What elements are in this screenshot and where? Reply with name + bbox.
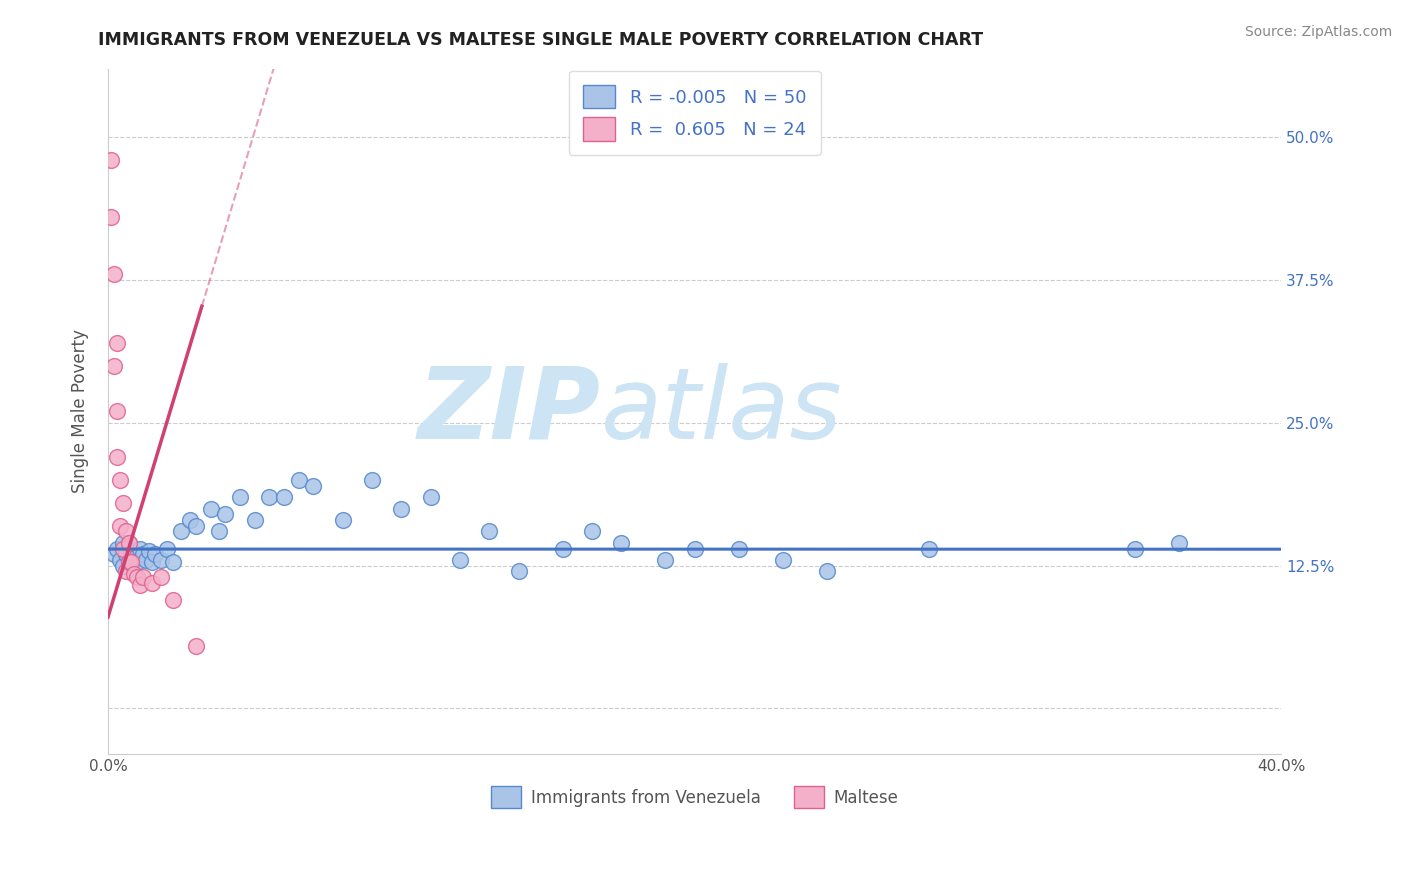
Point bbox=[184, 518, 207, 533]
Point bbox=[103, 359, 125, 373]
Point bbox=[683, 541, 706, 556]
Point bbox=[114, 524, 136, 539]
Point bbox=[111, 558, 134, 573]
Text: atlas: atlas bbox=[600, 363, 842, 460]
Point bbox=[117, 536, 139, 550]
Text: IMMIGRANTS FROM VENEZUELA VS MALTESE SINGLE MALE POVERTY CORRELATION CHART: IMMIGRANTS FROM VENEZUELA VS MALTESE SIN… bbox=[98, 31, 984, 49]
Point bbox=[332, 513, 354, 527]
Point bbox=[111, 496, 134, 510]
Point bbox=[108, 473, 131, 487]
Point bbox=[179, 513, 201, 527]
Point bbox=[105, 404, 128, 418]
Point bbox=[138, 543, 160, 558]
Point bbox=[143, 547, 166, 561]
Point bbox=[103, 267, 125, 281]
Point bbox=[129, 541, 152, 556]
Point bbox=[214, 507, 236, 521]
Point bbox=[361, 473, 384, 487]
Point bbox=[114, 547, 136, 561]
Point bbox=[1123, 541, 1146, 556]
Text: ZIP: ZIP bbox=[418, 363, 600, 460]
Point bbox=[162, 593, 184, 607]
Point bbox=[105, 450, 128, 464]
Point bbox=[287, 473, 309, 487]
Point bbox=[117, 555, 139, 569]
Point bbox=[141, 555, 163, 569]
Point bbox=[132, 547, 155, 561]
Point bbox=[127, 555, 149, 569]
Point bbox=[132, 570, 155, 584]
Point bbox=[108, 518, 131, 533]
Point bbox=[124, 550, 146, 565]
Point bbox=[120, 543, 142, 558]
Point bbox=[170, 524, 193, 539]
Point bbox=[135, 553, 157, 567]
Point bbox=[105, 541, 128, 556]
Point bbox=[918, 541, 941, 556]
Point bbox=[108, 553, 131, 567]
Point bbox=[1167, 536, 1189, 550]
Point bbox=[772, 553, 794, 567]
Point bbox=[815, 565, 838, 579]
Legend: Immigrants from Venezuela, Maltese: Immigrants from Venezuela, Maltese bbox=[484, 780, 905, 814]
Point bbox=[508, 565, 530, 579]
Point bbox=[302, 478, 325, 492]
Point bbox=[127, 570, 149, 584]
Point bbox=[259, 490, 281, 504]
Text: Source: ZipAtlas.com: Source: ZipAtlas.com bbox=[1244, 25, 1392, 39]
Point bbox=[100, 210, 122, 224]
Point bbox=[156, 541, 179, 556]
Point bbox=[449, 553, 471, 567]
Point bbox=[111, 541, 134, 556]
Point bbox=[581, 524, 603, 539]
Point bbox=[727, 541, 749, 556]
Point bbox=[208, 524, 231, 539]
Point bbox=[114, 565, 136, 579]
Point bbox=[129, 578, 152, 592]
Point bbox=[141, 575, 163, 590]
Point bbox=[478, 524, 501, 539]
Point bbox=[100, 153, 122, 167]
Point bbox=[120, 555, 142, 569]
Point bbox=[389, 501, 412, 516]
Point bbox=[273, 490, 295, 504]
Point bbox=[117, 555, 139, 569]
Point bbox=[551, 541, 574, 556]
Point bbox=[419, 490, 441, 504]
Point bbox=[654, 553, 676, 567]
Point bbox=[162, 555, 184, 569]
Point bbox=[105, 335, 128, 350]
Point bbox=[124, 566, 146, 581]
Point bbox=[200, 501, 222, 516]
Point bbox=[117, 536, 139, 550]
Point bbox=[229, 490, 252, 504]
Point bbox=[610, 536, 633, 550]
Point bbox=[149, 553, 172, 567]
Point bbox=[111, 536, 134, 550]
Point bbox=[149, 570, 172, 584]
Y-axis label: Single Male Poverty: Single Male Poverty bbox=[72, 329, 89, 493]
Point bbox=[243, 513, 266, 527]
Point bbox=[184, 639, 207, 653]
Point bbox=[103, 547, 125, 561]
